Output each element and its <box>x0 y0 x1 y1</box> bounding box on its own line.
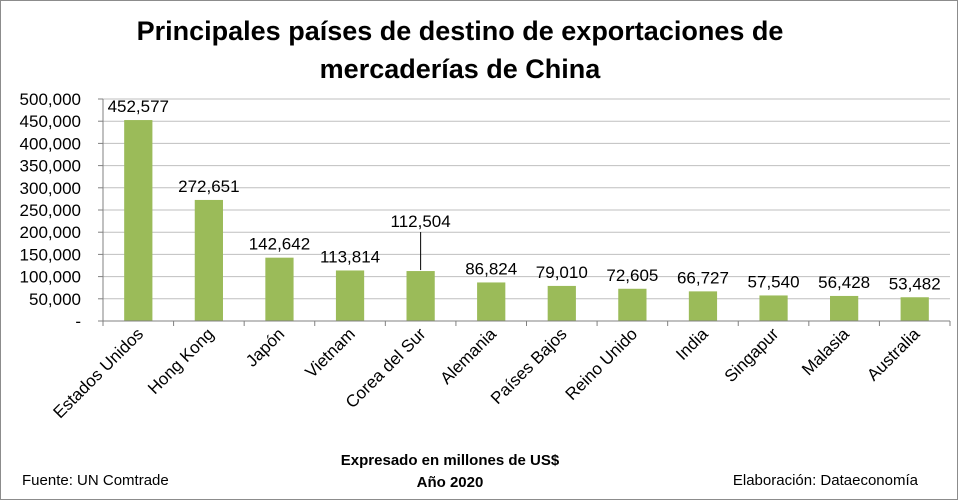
y-tick-label: 50,000 <box>29 290 81 309</box>
bar <box>688 291 718 321</box>
x-axis-label: Singapur <box>721 324 783 386</box>
data-label: 53,482 <box>889 274 941 293</box>
gridlines <box>103 98 950 300</box>
x-axis-label: Vietnam <box>302 324 359 381</box>
chart-title-line2: mercaderías de China <box>319 54 601 84</box>
y-tick-label: 450,000 <box>20 112 81 131</box>
bar <box>759 295 788 321</box>
x-axis-label: Países Bajos <box>487 324 571 408</box>
y-tick-label: 150,000 <box>20 245 81 264</box>
y-tick-label: 250,000 <box>20 201 81 220</box>
bar <box>194 199 223 321</box>
data-label: 56,428 <box>818 273 870 292</box>
bar <box>335 270 365 321</box>
chart-title-line1: Principales países de destino de exporta… <box>136 16 784 46</box>
axes <box>98 98 951 326</box>
credit-note: Elaboración: Dataeconomía <box>732 472 918 489</box>
x-axis-label: Australia <box>863 324 924 385</box>
bar <box>265 257 294 321</box>
data-label: 452,577 <box>108 97 169 116</box>
y-tick-label: - <box>75 312 81 331</box>
bar <box>618 288 647 321</box>
y-tick-label: 100,000 <box>20 268 81 287</box>
data-label: 72,605 <box>606 266 658 285</box>
y-tick-label: 400,000 <box>20 134 81 153</box>
x-axis-label: Malasia <box>798 324 853 379</box>
data-label: 57,540 <box>748 272 800 291</box>
units-note: Expresado en millones de US$ <box>340 452 560 469</box>
data-label: 272,651 <box>178 177 239 196</box>
bar <box>900 297 929 321</box>
bar <box>477 282 506 321</box>
bar <box>547 285 576 321</box>
data-label: 79,010 <box>536 263 588 282</box>
data-label: 142,642 <box>249 235 310 254</box>
y-tick-label: 300,000 <box>20 179 81 198</box>
chart-title: Principales países de destino de exporta… <box>100 12 820 88</box>
bar <box>830 295 859 321</box>
x-axis-label: Reino Unido <box>562 324 642 404</box>
data-label: 86,824 <box>465 259 517 278</box>
data-label: 113,814 <box>320 247 380 266</box>
y-tick-label: 500,000 <box>20 90 81 109</box>
x-axis-label: Estados Unidos <box>49 324 147 422</box>
source-note: Fuente: UN Comtrade <box>22 472 169 489</box>
bars <box>124 120 929 321</box>
y-axis-ticks: - 50,000 100,000 150,000 200,000 250,000 300,0… <box>20 90 81 331</box>
x-axis-label: Hong Kong <box>144 324 218 398</box>
y-tick-label: 350,000 <box>20 157 81 176</box>
x-axis-label: Alemania <box>436 324 500 388</box>
year-note: Año 2020 <box>416 474 484 491</box>
x-axis-label: Japón <box>242 324 288 370</box>
bar <box>406 271 435 321</box>
x-axis-label: India <box>672 324 712 364</box>
data-label: 66,727 <box>677 268 729 287</box>
y-tick-label: 200,000 <box>20 223 81 242</box>
data-labels: 452,577 272,651 142,642 113,814 112,504 86,82… <box>108 97 941 293</box>
data-label: 112,504 <box>391 212 451 231</box>
bar <box>124 120 153 321</box>
